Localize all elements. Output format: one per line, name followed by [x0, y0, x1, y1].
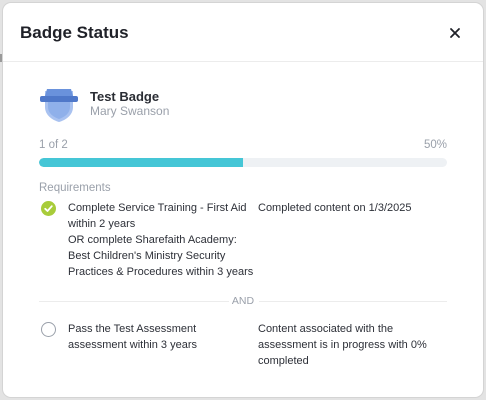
- backdrop-edge: [0, 54, 3, 62]
- requirement-2-text: Pass the Test Assessment assessment with…: [68, 321, 197, 353]
- requirement-1-status: Completed content on 1/3/2025: [258, 202, 412, 214]
- requirements-heading: Requirements: [39, 182, 111, 194]
- progress-bar: [39, 158, 447, 167]
- badge-name: Test Badge: [90, 89, 160, 104]
- requirement-1-line: within 2 years: [68, 218, 136, 230]
- requirement-1-alternative: OR complete Sharefaith Academy: Best Chi…: [68, 232, 253, 280]
- header-divider: [3, 61, 483, 62]
- close-button[interactable]: [447, 25, 463, 41]
- requirement-2-status-line: completed: [258, 355, 309, 367]
- requirement-1-line: Complete Service Training - First Aid: [68, 202, 247, 214]
- and-divider-left: [39, 301, 229, 302]
- requirement-1-alt-line: Practices & Procedures within 3 years: [68, 266, 254, 278]
- and-divider-right: [259, 301, 447, 302]
- requirement-2-line: Pass the Test Assessment: [68, 323, 197, 335]
- requirement-2-status: Content associated with the assessment i…: [258, 321, 427, 369]
- check-circle-icon: [41, 201, 56, 216]
- requirement-1-alt-line: OR complete Sharefaith Academy:: [68, 234, 237, 246]
- progress-percent: 50%: [423, 139, 447, 151]
- dialog-title: Badge Status: [20, 23, 129, 42]
- requirement-2-status-line: Content associated with the: [258, 323, 394, 335]
- and-separator: AND: [231, 295, 255, 307]
- requirement-2-status-line: assessment is in progress with 0%: [258, 339, 427, 351]
- dialog-header: Badge Status: [3, 3, 483, 63]
- badge-status-dialog: Badge Status Test Badge Mary Swanson 1 o…: [3, 3, 483, 397]
- badge-user-name: Mary Swanson: [90, 104, 170, 118]
- progress-count: 1 of 2: [39, 139, 68, 151]
- requirement-1-alt-line: Best Children's Ministry Security: [68, 250, 226, 262]
- empty-circle-icon: [41, 322, 56, 337]
- progress-bar-fill: [39, 158, 243, 167]
- badge-shield-icon: [39, 85, 79, 123]
- requirement-2-line: assessment within 3 years: [68, 339, 197, 351]
- close-icon: [450, 28, 460, 38]
- requirement-1-text: Complete Service Training - First Aid wi…: [68, 200, 247, 232]
